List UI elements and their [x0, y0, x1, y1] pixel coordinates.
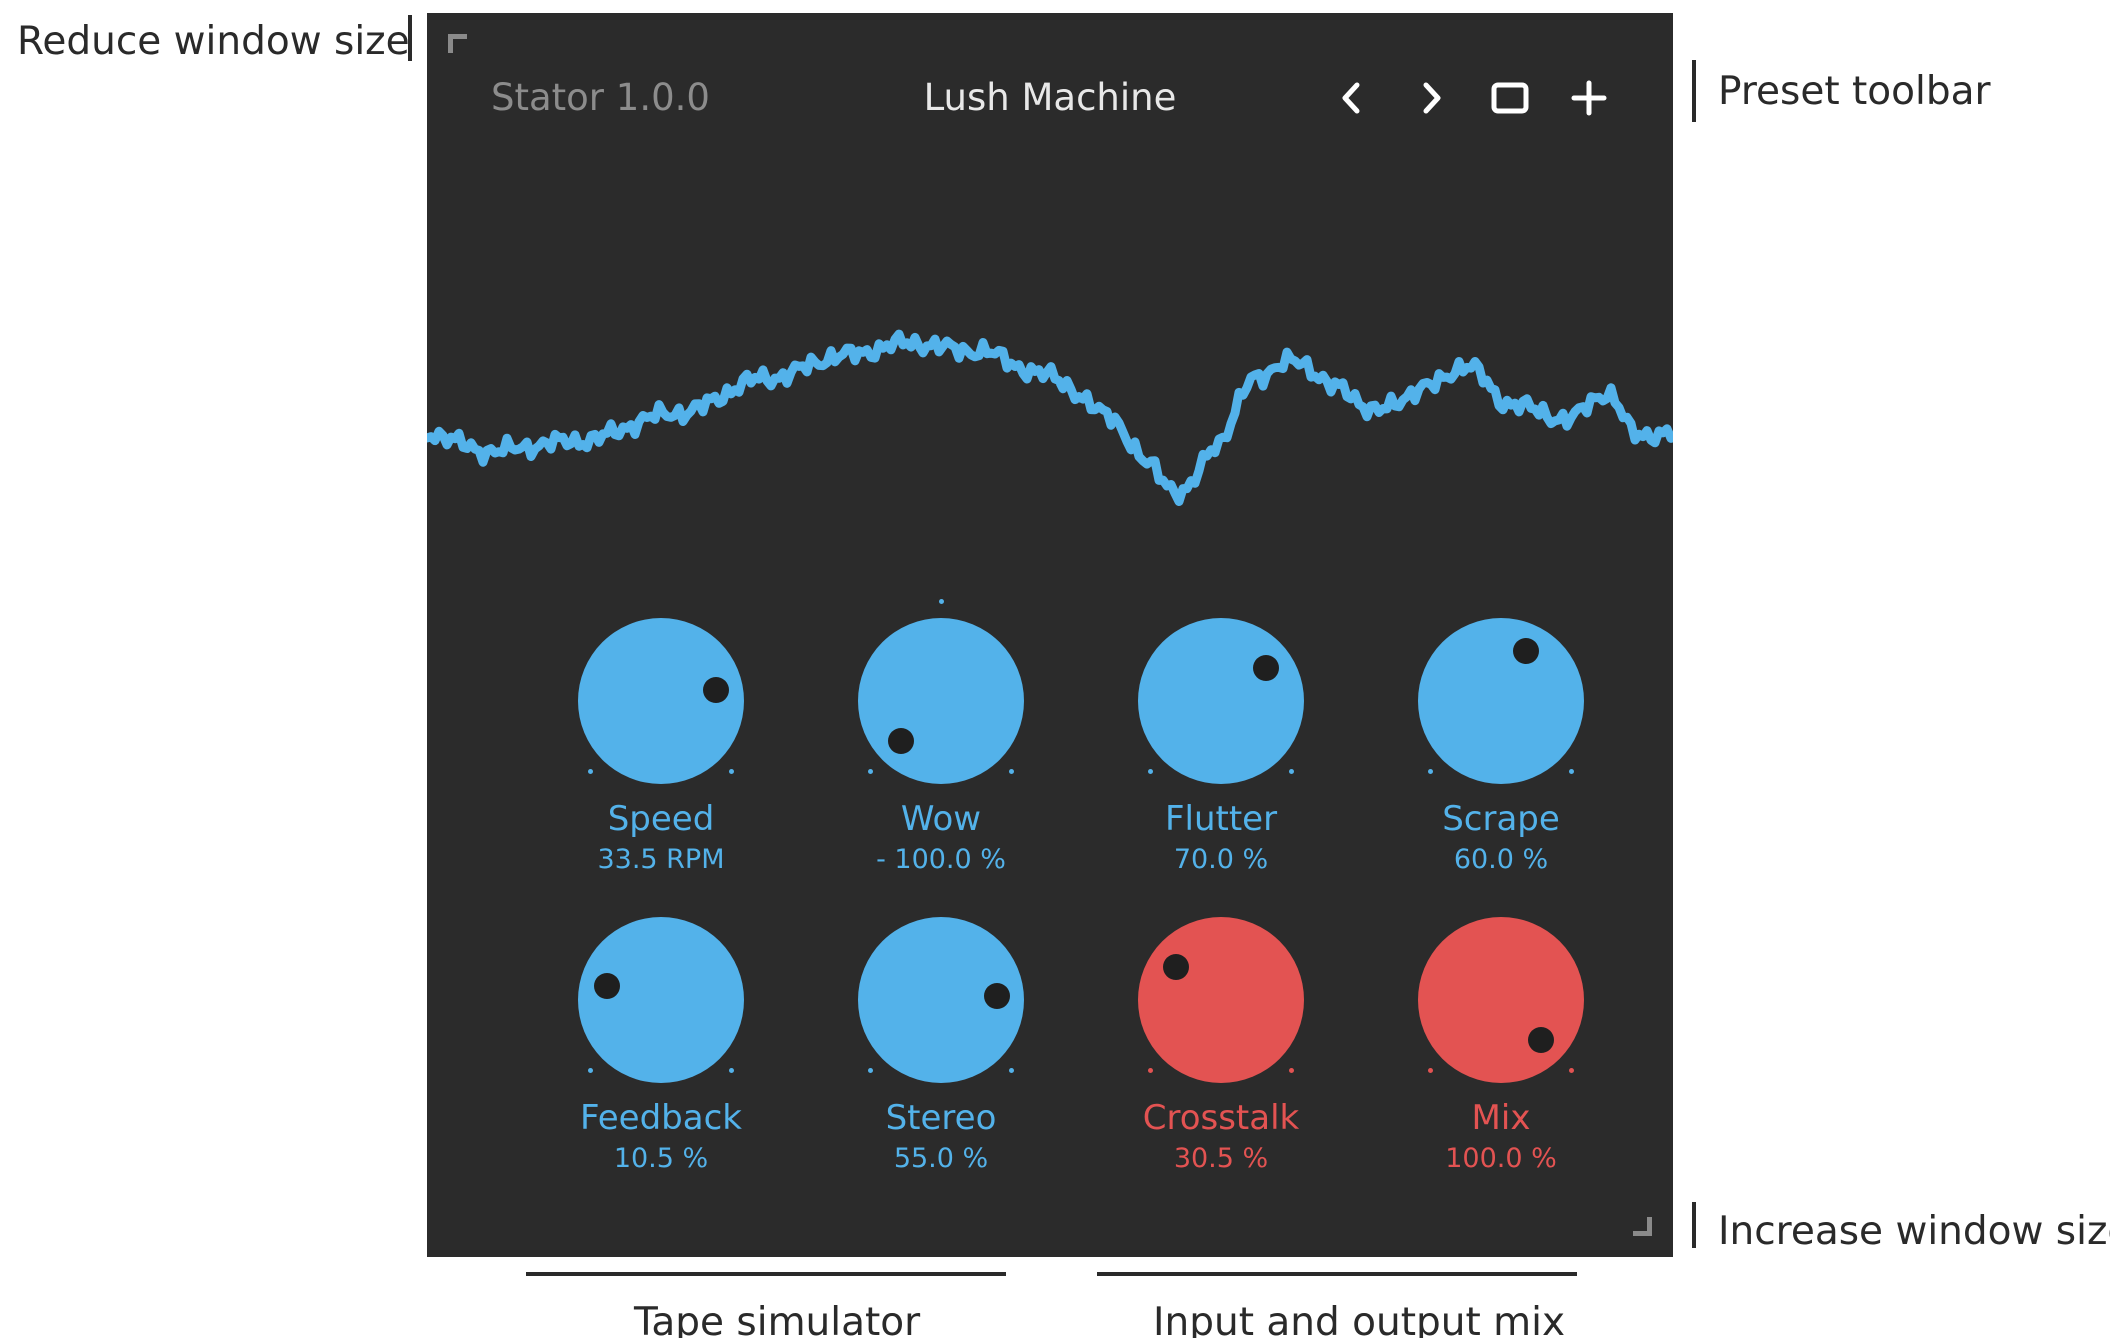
knob-min-tick — [1147, 769, 1153, 775]
stereo-knob[interactable] — [858, 917, 1024, 1083]
knob-label: Feedback — [580, 1098, 742, 1138]
plugin-window: Stator 1.0.0 Lush Machine — [427, 13, 1673, 1257]
chevron-right-icon — [1423, 82, 1441, 114]
knob-indicator — [593, 973, 620, 1000]
increase-window-icon[interactable] — [1633, 1217, 1652, 1236]
knob-max-tick — [1569, 769, 1575, 775]
waveform-line — [427, 329, 1673, 506]
knob-indicator — [983, 983, 1010, 1010]
waveform-display — [427, 329, 1673, 506]
square-icon — [1491, 82, 1529, 114]
annotation-preset-toolbar: Preset toolbar — [1718, 69, 1991, 114]
knob-label: Wow — [900, 799, 982, 839]
knob-value: 55.0 % — [893, 1143, 989, 1174]
knob-stereo: Stereo 55.0 % — [803, 917, 1043, 1197]
knob-indicator — [1253, 655, 1280, 682]
knob-scrape: Scrape 60.0 % — [1363, 618, 1603, 898]
annotation-bar-mix — [1097, 1272, 1577, 1276]
knob-max-tick — [1009, 769, 1015, 775]
knob-indicator — [702, 676, 729, 703]
preset-name[interactable]: Lush Machine — [923, 76, 1177, 119]
annotation-increase-window: Increase window size — [1718, 1209, 2110, 1254]
annotation-tape-simulator: Tape simulator — [634, 1300, 921, 1338]
knob-indicator — [1513, 638, 1540, 665]
knob-wow: Wow - 100.0 % — [803, 598, 1043, 898]
knob-min-tick — [1427, 1068, 1433, 1074]
knob-max-tick — [729, 1068, 735, 1074]
chevron-left-icon — [1342, 82, 1360, 114]
mix-knob[interactable] — [1418, 917, 1584, 1083]
plus-icon — [1571, 80, 1607, 116]
knob-value: 30.5 % — [1173, 1143, 1269, 1174]
knob-mix: Mix 100.0 % — [1363, 917, 1603, 1197]
knob-crosstalk: Crosstalk 30.5 % — [1083, 917, 1323, 1197]
flutter-knob[interactable] — [1138, 618, 1304, 784]
knob-indicator — [888, 727, 915, 754]
scrape-knob[interactable] — [1418, 618, 1584, 784]
knob-label: Flutter — [1164, 799, 1278, 839]
annotation-bar-increase — [1692, 1202, 1696, 1248]
knob-speed: Speed 33.5 RPM — [523, 618, 763, 898]
knob-label: Speed — [607, 799, 715, 839]
knob-value: 33.5 RPM — [597, 844, 725, 875]
knob-min-tick — [867, 769, 873, 775]
knob-value: - 100.0 % — [876, 844, 1006, 875]
knob-max-tick — [1289, 769, 1295, 775]
feedback-knob[interactable] — [578, 917, 744, 1083]
preset-next-button[interactable] — [1406, 73, 1456, 123]
knob-indicator — [1162, 954, 1189, 981]
knob-max-tick — [1569, 1068, 1575, 1074]
knob-label: Stereo — [885, 1098, 997, 1138]
knob-min-tick — [587, 1068, 593, 1074]
knob-value: 100.0 % — [1445, 1143, 1557, 1174]
knob-indicator — [1527, 1026, 1554, 1053]
knob-max-tick — [729, 769, 735, 775]
knob-flutter: Flutter 70.0 % — [1083, 618, 1323, 898]
knob-min-tick — [587, 769, 593, 775]
plugin-version: Stator 1.0.0 — [491, 76, 710, 119]
knob-label: Mix — [1471, 1098, 1531, 1138]
speed-knob[interactable] — [578, 618, 744, 784]
knob-min-tick — [1427, 769, 1433, 775]
preset-prev-button[interactable] — [1327, 73, 1377, 123]
knob-max-tick — [1289, 1068, 1295, 1074]
annotation-bar-tape — [526, 1272, 1006, 1276]
annotation-bar-preset — [1692, 60, 1696, 122]
knob-value: 10.5 % — [613, 1143, 709, 1174]
annotation-reduce-window: Reduce window size — [17, 19, 410, 64]
preset-add-button[interactable] — [1564, 73, 1614, 123]
knob-value: 60.0 % — [1453, 844, 1549, 875]
knob-center-tick — [938, 598, 944, 604]
knob-min-tick — [1147, 1068, 1153, 1074]
preset-save-button[interactable] — [1485, 73, 1535, 123]
knob-feedback: Feedback 10.5 % — [523, 917, 763, 1197]
knob-label: Crosstalk — [1142, 1098, 1300, 1138]
knob-min-tick — [867, 1068, 873, 1074]
annotation-bar-reduce — [408, 15, 412, 61]
wow-knob[interactable] — [858, 618, 1024, 784]
knob-max-tick — [1009, 1068, 1015, 1074]
annotation-input-output-mix: Input and output mix — [1153, 1300, 1566, 1338]
knob-label: Scrape — [1442, 799, 1560, 839]
crosstalk-knob[interactable] — [1138, 917, 1304, 1083]
reduce-window-icon[interactable] — [448, 34, 467, 53]
knob-value: 70.0 % — [1173, 844, 1269, 875]
